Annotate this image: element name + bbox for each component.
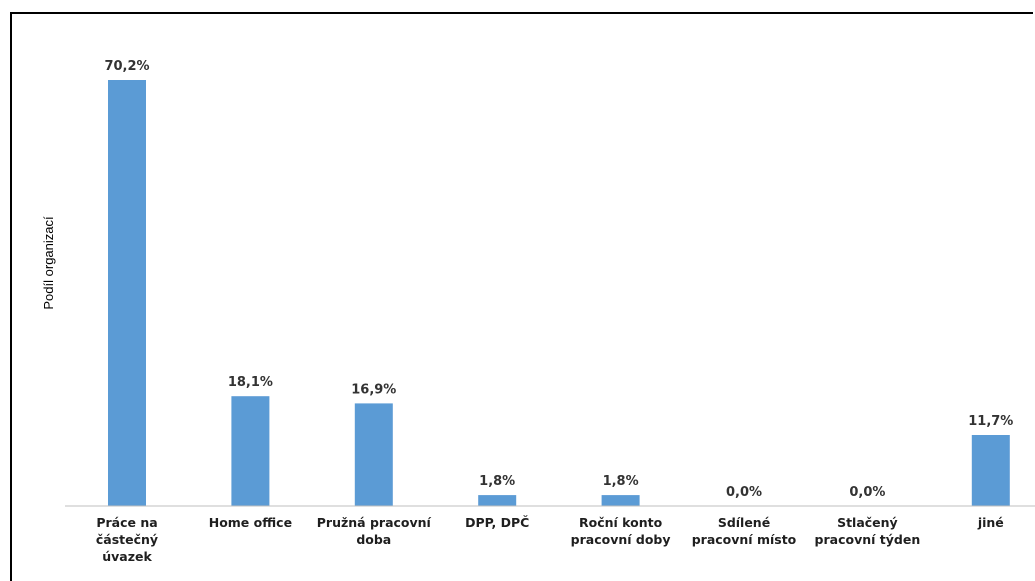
bar-3: [478, 495, 517, 506]
value-label-4: 1,8%: [603, 474, 639, 489]
value-label-0: 70,2%: [104, 59, 149, 74]
y-axis-label: Podíl organizací: [41, 216, 56, 310]
category-label-line: jiné: [977, 515, 1004, 530]
category-label-2: Pružná pracovní doba: [317, 515, 432, 547]
value-label-2: 16,9%: [351, 382, 396, 397]
value-label-6: 0,0%: [849, 485, 885, 500]
value-labels: 70,2% 18,1% 16,9% 1,8% 1,8% 0,0% 0,0% 11,7%: [104, 59, 1013, 500]
category-label-1: Home office: [209, 515, 292, 530]
value-label-3: 1,8%: [479, 474, 515, 489]
category-label-4: Roční konto pracovní doby: [571, 515, 671, 547]
bar-7: [971, 435, 1010, 506]
bars: [108, 80, 1010, 506]
category-label-line: Pružná pracovní: [317, 515, 432, 530]
category-label-line: Sdílené: [718, 515, 770, 530]
category-label-line: pracovní místo: [692, 532, 797, 547]
category-label-line: Home office: [209, 515, 292, 530]
bar-4: [601, 495, 640, 506]
category-label-0: Práce na částečný úvazek: [96, 515, 158, 564]
category-label-3: DPP, DPČ: [465, 515, 529, 530]
category-label-6: Stlačený pracovní týden: [815, 515, 921, 547]
category-label-7: jiné: [977, 515, 1004, 530]
category-label-line: částečný: [96, 532, 158, 547]
category-label-line: Práce na: [96, 515, 157, 530]
category-label-5: Sdílené pracovní místo: [692, 515, 797, 547]
category-label-line: doba: [356, 532, 391, 547]
category-label-line: DPP, DPČ: [465, 515, 529, 530]
chart-frame: [10, 12, 1033, 581]
value-label-1: 18,1%: [228, 375, 273, 390]
category-label-line: Roční konto: [579, 515, 663, 530]
value-label-7: 11,7%: [968, 414, 1013, 429]
bar-1: [231, 396, 270, 506]
category-label-line: pracovní týden: [815, 532, 921, 547]
value-label-5: 0,0%: [726, 485, 762, 500]
category-label-line: Stlačený: [837, 515, 898, 530]
category-labels: Práce na částečný úvazek Home office Pružná …: [96, 515, 1004, 564]
category-label-line: pracovní doby: [571, 532, 671, 547]
bar-2: [354, 403, 393, 506]
category-label-line: úvazek: [102, 549, 152, 564]
bar-0: [108, 80, 146, 506]
